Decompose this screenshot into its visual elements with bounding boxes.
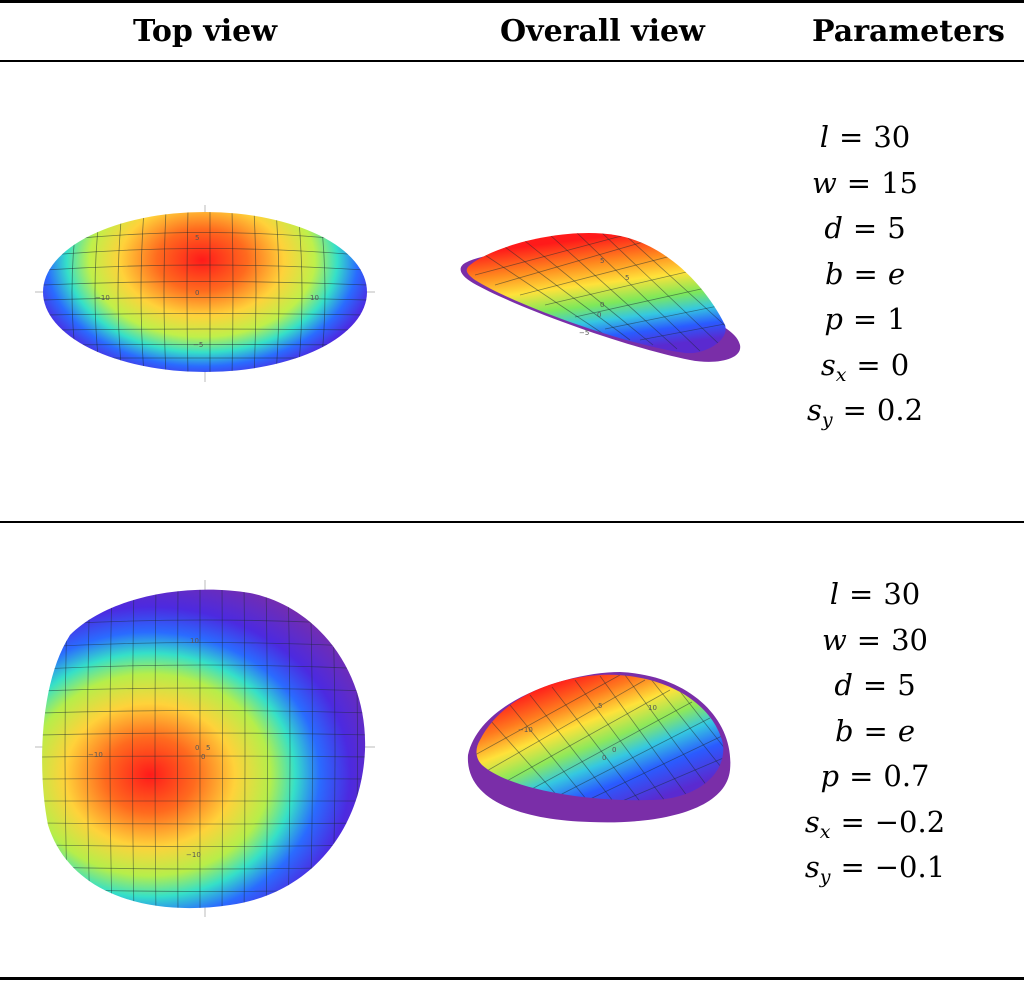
param-l: l = 30 [819, 120, 911, 154]
row2-top-tick: 10 [190, 637, 199, 645]
row1-top-tick: 0 [195, 289, 199, 297]
row-separator-rule [0, 521, 1024, 523]
header-overall-view: Overall view [500, 14, 705, 49]
param-w: w = 30 [821, 622, 929, 657]
row1-overall-tick: −5 [579, 329, 589, 337]
row2-top-tick: 0 [201, 753, 205, 761]
param-sy: sy = −0.1 [804, 850, 946, 888]
row2-overall-tick: 10 [648, 704, 657, 712]
header-rule [0, 60, 1024, 62]
row1-overall-tick: 0 [600, 301, 604, 309]
row2-overall-tick: 0 [602, 754, 606, 762]
row2-top-view-figure: 10 −10 0 5 0 −10 [35, 580, 375, 917]
row2-overall-tick: 0 [612, 746, 616, 754]
param-w: w = 15 [811, 165, 919, 200]
param-p: p = 0.7 [820, 759, 930, 793]
row2-top-tick: −10 [186, 851, 201, 859]
param-p: p = 1 [824, 302, 906, 336]
row2-parameters: l = 30 w = 30 d = 5 b = e p = 0.7 sx = −0.2 sy = −0.1 [800, 572, 950, 891]
row1-overall-tick: 0 [597, 311, 601, 319]
row1-top-tick: 10 [310, 294, 319, 302]
row2-top-tick: 5 [206, 744, 210, 752]
param-sy: sy = 0.2 [806, 393, 924, 431]
param-sx: sx = 0 [820, 347, 910, 386]
param-l: l = 30 [829, 577, 921, 611]
row1-top-tick: 5 [195, 234, 199, 242]
row1-top-tick: −5 [193, 341, 203, 349]
param-d: d = 5 [834, 668, 916, 702]
row1-overall-view-figure: 5 0 0 −5 5 [460, 233, 741, 362]
header-parameters: Parameters [812, 14, 1005, 49]
header-top-view: Top view [133, 14, 278, 49]
param-d: d = 5 [824, 211, 906, 245]
row2-overall-tick: 5 [598, 702, 602, 710]
param-sx: sx = −0.2 [804, 804, 946, 843]
top-rule [0, 0, 1024, 3]
row1-top-view-figure: 5 −10 0 10 −5 [35, 205, 375, 382]
param-b: b = e [824, 256, 906, 291]
row1-parameters: l = 30 w = 15 d = 5 b = e p = 1 sx = 0 sy = 0.2 [800, 115, 930, 434]
bottom-rule [0, 977, 1024, 980]
row1-overall-tick: 5 [600, 257, 604, 265]
row2-overall-tick: −10 [518, 726, 533, 734]
row1-overall-tick: 5 [625, 274, 629, 282]
row1-top-tick: −10 [95, 294, 110, 302]
row2-top-tick: 0 [195, 744, 199, 752]
param-b: b = e [834, 713, 916, 748]
row2-top-tick: −10 [88, 751, 103, 759]
row2-overall-view-figure: −10 5 10 0 0 [467, 672, 731, 823]
